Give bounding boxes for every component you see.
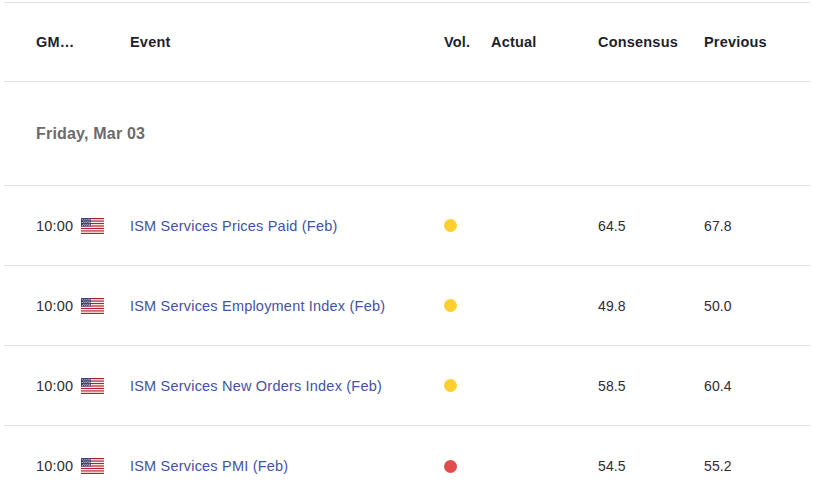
volatility-cell	[444, 299, 491, 312]
us-flag-icon	[81, 298, 104, 314]
date-group-label: Friday, Mar 03	[36, 125, 145, 143]
volatility-dot	[444, 379, 457, 392]
event-time: 10:00	[36, 378, 73, 394]
previous-value: 50.0	[704, 298, 810, 314]
time-cell: 10:00	[36, 378, 130, 394]
consensus-value: 54.5	[598, 458, 704, 474]
time-cell: 10:00	[36, 298, 130, 314]
event-link[interactable]: ISM Services Employment Index (Feb)	[130, 298, 444, 314]
event-link[interactable]: ISM Services PMI (Feb)	[130, 458, 444, 474]
event-link[interactable]: ISM Services Prices Paid (Feb)	[130, 218, 444, 234]
consensus-value: 58.5	[598, 378, 704, 394]
volatility-dot	[444, 219, 457, 232]
previous-value: 67.8	[704, 218, 810, 234]
volatility-cell	[444, 460, 491, 473]
us-flag-icon	[81, 458, 104, 474]
table-row[interactable]: 10:00 ISM Services Employment Index (Feb…	[4, 266, 810, 346]
us-flag-icon	[81, 378, 104, 394]
column-header-previous: Previous	[704, 34, 810, 50]
column-header-gmt: GM…	[36, 34, 130, 50]
event-time: 10:00	[36, 298, 73, 314]
event-time: 10:00	[36, 218, 73, 234]
previous-value: 60.4	[704, 378, 810, 394]
table-row[interactable]: 10:00 ISM Services PMI (Feb) 54.5 55.2	[4, 426, 810, 497]
volatility-dot	[444, 299, 457, 312]
us-flag-icon	[81, 218, 104, 234]
time-cell: 10:00	[36, 458, 130, 474]
table-row[interactable]: 10:00 ISM Services New Orders Index (Feb…	[4, 346, 810, 426]
time-cell: 10:00	[36, 218, 130, 234]
table-row[interactable]: 10:00 ISM Services Prices Paid (Feb) 64.…	[4, 186, 810, 266]
event-time: 10:00	[36, 458, 73, 474]
volatility-cell	[444, 379, 491, 392]
column-header-event: Event	[130, 34, 444, 50]
column-header-actual: Actual	[491, 34, 598, 50]
consensus-value: 49.8	[598, 298, 704, 314]
economic-calendar-table: GM… Event Vol. Actual Consensus Previous…	[4, 2, 810, 497]
event-link[interactable]: ISM Services New Orders Index (Feb)	[130, 378, 444, 394]
volatility-cell	[444, 219, 491, 232]
table-header-row: GM… Event Vol. Actual Consensus Previous	[4, 3, 810, 82]
column-header-vol: Vol.	[444, 34, 491, 50]
column-header-consensus: Consensus	[598, 34, 704, 50]
consensus-value: 64.5	[598, 218, 704, 234]
date-group-row: Friday, Mar 03	[4, 82, 810, 186]
previous-value: 55.2	[704, 458, 810, 474]
volatility-dot	[444, 460, 457, 473]
